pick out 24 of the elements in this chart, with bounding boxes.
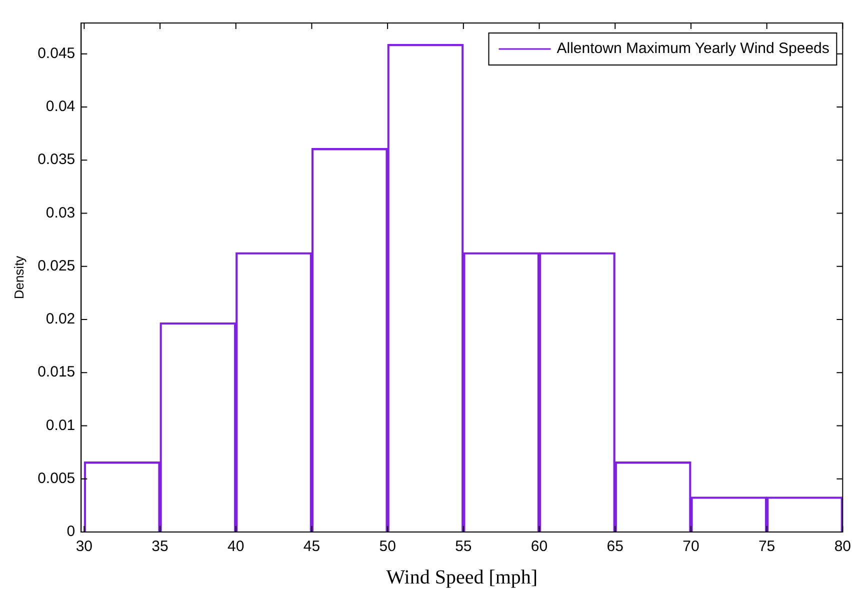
- y-tick-label: 0.025: [38, 257, 76, 274]
- x-tick-label: 65: [606, 538, 624, 556]
- x-tick-label: 70: [682, 538, 700, 556]
- y-tick-label: 0.045: [38, 44, 76, 62]
- y-tick-label: 0.005: [38, 470, 76, 488]
- x-axis-title: Wind Speed [mph]: [386, 566, 538, 588]
- y-tick-label: 0.04: [46, 98, 76, 116]
- y-tick-label: 0: [66, 523, 76, 540]
- x-tick-label: 60: [530, 538, 548, 556]
- y-axis-title: Density: [11, 255, 26, 300]
- x-tick-label: 35: [152, 538, 168, 556]
- x-tick-label: 45: [303, 538, 320, 556]
- y-tick-label: 0.01: [46, 416, 76, 434]
- y-tick-label: 0.03: [46, 204, 76, 222]
- x-tick-label: 30: [76, 538, 93, 556]
- y-tick-label: 0.02: [46, 310, 76, 328]
- y-tick-label: 0.035: [38, 151, 76, 168]
- x-tick-label: 80: [834, 538, 851, 556]
- x-tick-label: 40: [228, 538, 244, 556]
- x-tick-label: 50: [379, 538, 396, 556]
- x-tick-label: 55: [455, 538, 472, 556]
- x-tick-label: 75: [758, 538, 776, 556]
- legend-label: Allentown Maximum Yearly Wind Speeds: [556, 40, 830, 58]
- y-tick-label: 0.015: [38, 364, 76, 381]
